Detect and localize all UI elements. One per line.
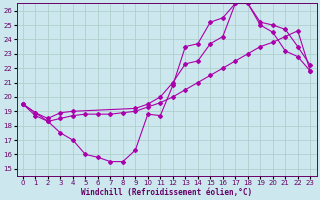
X-axis label: Windchill (Refroidissement éolien,°C): Windchill (Refroidissement éolien,°C) — [81, 188, 252, 197]
